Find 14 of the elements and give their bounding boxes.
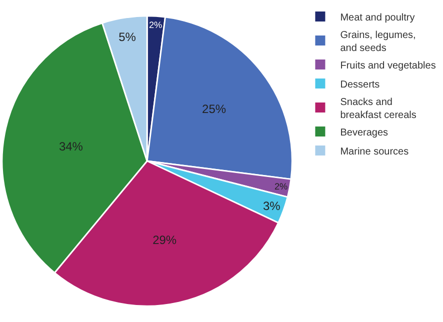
data-label: 3%	[263, 198, 281, 213]
legend-label: Marine sources	[340, 146, 409, 158]
data-label: 2%	[148, 20, 162, 30]
legend-label: Meat and poultry	[340, 12, 415, 24]
legend-label: Snacks and breakfast cereals	[340, 96, 416, 121]
legend-label: Desserts	[340, 79, 380, 90]
legend-label: Fruits and vegetables	[340, 60, 436, 72]
legend-label: Grains, legumes, and seeds	[340, 30, 416, 54]
data-label: 34%	[58, 140, 84, 154]
data-label: 25%	[202, 102, 226, 116]
data-label: 2%	[274, 182, 288, 192]
legend-label: Beverages	[340, 127, 388, 138]
data-label: 29%	[152, 233, 177, 248]
data-label: 5%	[118, 30, 136, 44]
